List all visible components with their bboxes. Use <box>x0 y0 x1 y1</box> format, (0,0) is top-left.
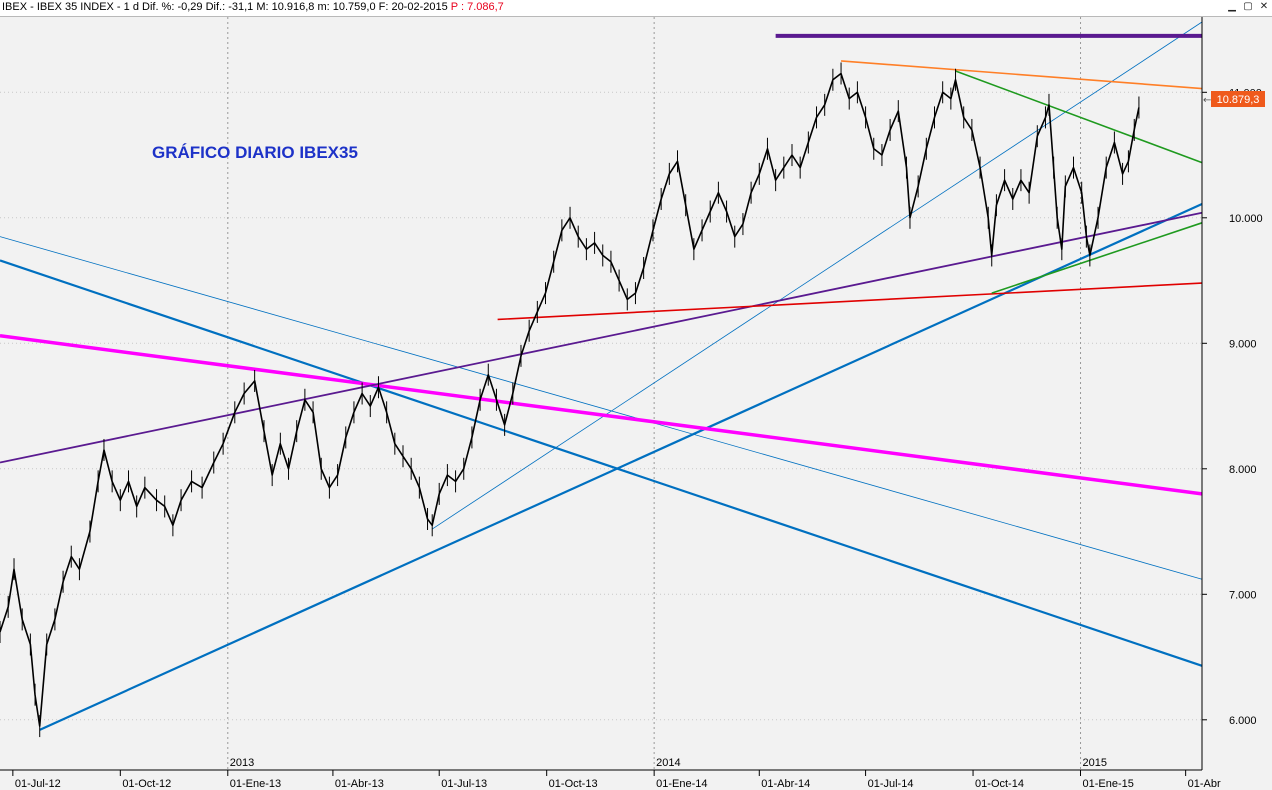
x-tick-label: 01-Abr <box>1188 778 1221 790</box>
trendline <box>497 282 1203 321</box>
price-series <box>0 62 1140 738</box>
x-tick-label: 01-Ene-14 <box>656 778 707 790</box>
y-tick-label: 6.000 <box>1229 715 1257 727</box>
y-tick-label: 9.000 <box>1229 338 1257 350</box>
date-axis: 01-Jul-12 01-Oct-12 01-Ene-13 01-Abr-13 01-J… <box>12 757 1221 790</box>
trendline <box>0 211 1203 464</box>
trendlines <box>0 21 1203 731</box>
chart-title: GRÁFICO DIARIO IBEX35 <box>152 143 358 162</box>
year-label: 2014 <box>656 757 680 769</box>
last-price-arrow-icon: ← <box>1203 95 1211 106</box>
trendline <box>991 222 1203 294</box>
last-price-tag <box>1211 91 1265 107</box>
x-tick-label: 01-Oct-12 <box>122 778 171 790</box>
price-line <box>0 72 1140 727</box>
x-tick-label: 01-Ene-13 <box>230 778 281 790</box>
x-tick-label: 01-Oct-14 <box>975 778 1024 790</box>
gridlines <box>0 17 1202 770</box>
x-tick-label: 01-Ene-15 <box>1083 778 1134 790</box>
maximize-icon[interactable]: ▢ <box>1243 1 1253 12</box>
x-tick-label: 01-Oct-13 <box>549 778 598 790</box>
last-price-marker: ← 10.879,3 <box>1203 91 1265 107</box>
year-label: 2015 <box>1083 757 1107 769</box>
x-tick-label: 01-Abr-14 <box>761 778 810 790</box>
x-tick-label: 01-Jul-13 <box>441 778 487 790</box>
close-icon[interactable]: ✕ <box>1259 1 1269 12</box>
y-tick-label: 8.000 <box>1229 464 1257 476</box>
minimize-icon[interactable]: ▁ <box>1228 1 1236 12</box>
trendline <box>955 70 1203 164</box>
plot-background <box>0 17 1202 770</box>
trendline <box>0 334 1203 496</box>
window-controls: ▁ ▢ ✕ <box>1226 1 1270 13</box>
x-tick-label: 01-Jul-14 <box>868 778 914 790</box>
quote-info: IBEX - IBEX 35 INDEX - 1 d Dif. %: -0,29… <box>2 1 504 13</box>
trendline <box>0 236 1203 580</box>
year-label: 2013 <box>230 757 254 769</box>
y-tick-label: 7.000 <box>1229 589 1257 601</box>
last-price-label: 10.879,3 <box>1217 94 1260 106</box>
quote-summary: IBEX - IBEX 35 INDEX - 1 d Dif. %: -0,29… <box>2 1 448 13</box>
x-tick-label: 01-Jul-12 <box>15 778 61 790</box>
trendline <box>431 21 1203 530</box>
y-tick-label: 10.000 <box>1229 213 1263 225</box>
window-titlebar: IBEX - IBEX 35 INDEX - 1 d Dif. %: -0,29… <box>0 0 1272 17</box>
x-tick-label: 01-Abr-13 <box>335 778 384 790</box>
p-value-label: P : 7.086,7 <box>450 1 504 13</box>
trendline <box>39 202 1203 731</box>
trendline <box>0 259 1203 667</box>
trendline <box>840 60 1203 90</box>
